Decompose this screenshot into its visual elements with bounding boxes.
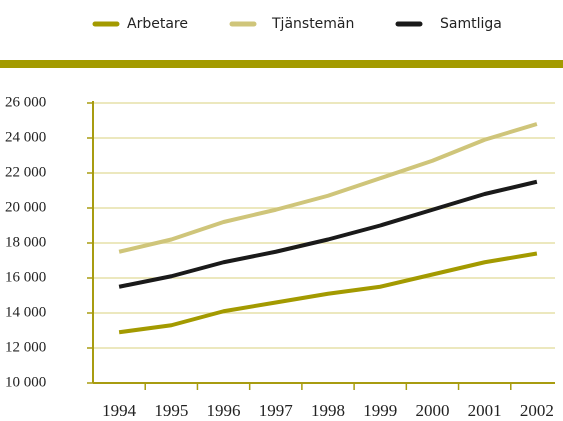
y-tick-label: 20 000 — [5, 199, 46, 215]
line-series — [118, 251, 538, 335]
x-tick-label: 1997 — [259, 401, 294, 420]
x-tick-label: 2002 — [520, 401, 554, 420]
y-tick-label: 14 000 — [5, 304, 46, 320]
y-tick-label: 10 000 — [5, 374, 46, 390]
x-tick-label: 2001 — [468, 401, 502, 420]
line-series — [118, 122, 538, 254]
legend-label: Tjänstemän — [271, 16, 354, 32]
legend-label: Samtliga — [440, 16, 502, 32]
line-series — [118, 179, 538, 289]
y-tick-label: 18 000 — [5, 234, 46, 250]
x-tick-label: 1994 — [102, 401, 137, 420]
x-tick-label: 2000 — [415, 401, 449, 420]
y-tick-label: 22 000 — [5, 164, 46, 180]
y-tick-label: 16 000 — [5, 269, 46, 285]
header-bar — [0, 60, 563, 68]
x-tick-label: 1996 — [207, 401, 241, 420]
y-tick-label: 26 000 — [5, 94, 46, 110]
y-tick-label: 24 000 — [5, 129, 46, 145]
x-tick-label: 1995 — [154, 401, 188, 420]
legend-label: Arbetare — [127, 16, 188, 32]
x-tick-label: 1998 — [311, 401, 345, 420]
x-tick-label: 1999 — [363, 401, 397, 420]
y-tick-label: 12 000 — [5, 339, 46, 355]
